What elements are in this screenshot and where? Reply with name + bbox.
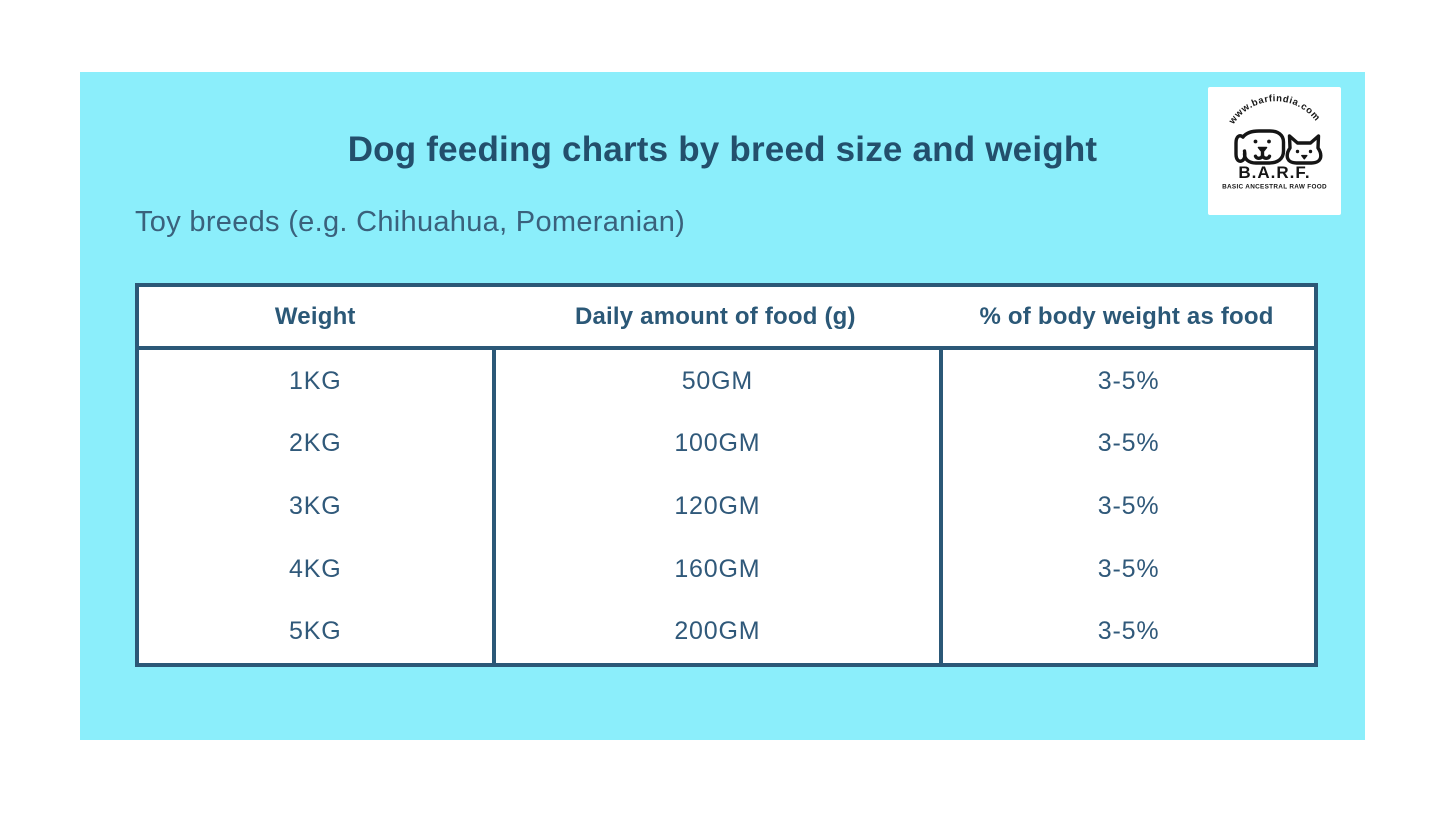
table-row: 2KG 100GM 3-5% <box>139 412 1314 476</box>
table-cell-weight: 1KG <box>289 366 342 395</box>
page-title: Dog feeding charts by breed size and wei… <box>347 130 1098 169</box>
table-cell-weight: 4KG <box>289 554 342 583</box>
table-cell-amount: 120GM <box>491 475 940 538</box>
table-row: 3KG 120GM 3-5% <box>139 475 1314 538</box>
table-row: 4KG 160GM 3-5% <box>139 537 1314 601</box>
section-subtitle: Toy breeds (e.g. Chihuahua, Pomeranian) <box>135 206 686 238</box>
cat-icon <box>1285 134 1323 165</box>
logo-tagline: BASIC ANCESTRAL RAW FOOD <box>1222 184 1327 191</box>
table-cell-amount: 100GM <box>491 412 940 476</box>
column-header-body-weight-pct: % of body weight as food <box>979 302 1274 330</box>
logo-wordmark: B.A.R.F. <box>1238 163 1310 182</box>
table-cell-percent: 3-5% <box>939 475 1314 538</box>
column-header-weight: Weight <box>274 302 356 330</box>
table-cell-percent: 3-5% <box>939 600 1314 663</box>
feeding-chart-table: Weight Daily amount of food (g) % of bod… <box>135 283 1318 667</box>
table-cell-percent: 3-5% <box>939 412 1314 476</box>
table-cell-amount: 200GM <box>491 600 940 663</box>
content-panel: Dog feeding charts by breed size and wei… <box>80 72 1365 740</box>
column-header-daily-amount: Daily amount of food (g) <box>574 302 856 330</box>
table-cell-weight: 3KG <box>289 491 342 520</box>
table-cell-percent: 3-5% <box>939 350 1314 413</box>
dog-icon <box>1234 129 1286 165</box>
table-cell-weight: 2KG <box>289 429 342 458</box>
table-cell-amount: 50GM <box>491 350 940 413</box>
table-body: 1KG 50GM 3-5% 2KG 100GM 3-5% 3KG 120GM 3… <box>139 350 1314 663</box>
table-header-row: Weight Daily amount of food (g) % of bod… <box>139 287 1314 350</box>
barf-logo: www.barfindia.com <box>1208 87 1341 215</box>
logo-website-arc-text: www.barfindia.com <box>1226 93 1322 127</box>
table-cell-percent: 3-5% <box>939 537 1314 601</box>
table-cell-weight: 5KG <box>289 617 342 646</box>
table-cell-amount: 160GM <box>491 537 940 601</box>
table-row: 5KG 200GM 3-5% <box>139 600 1314 663</box>
barf-logo-graphic: www.barfindia.com <box>1222 93 1327 191</box>
table-row: 1KG 50GM 3-5% <box>139 350 1314 413</box>
